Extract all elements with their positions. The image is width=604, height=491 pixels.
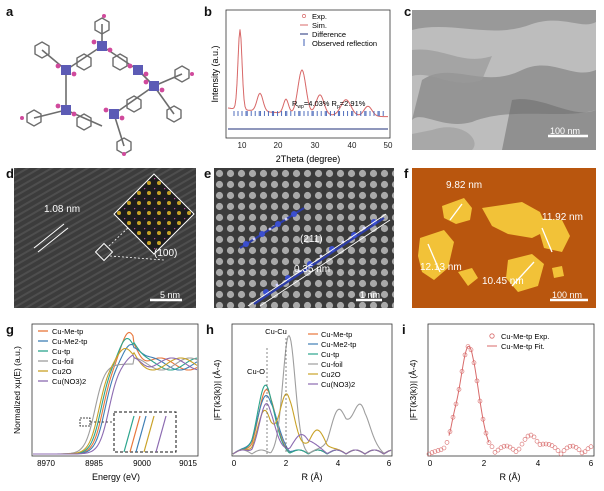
exp-points [426,344,594,457]
xtick: 0 [232,459,237,468]
sim-curve [227,29,388,118]
panel-g-xanes-chart: Cu-Me-tp Cu-Me2-tp Cu-tp Cu-foil Cu2O Cu… [6,320,202,486]
legend-item: Cu-foil [321,360,343,369]
xtick: 9015 [179,459,197,468]
legend-item: Cu(NO3)2 [52,377,86,386]
annotation-cu-cu: Cu-Cu [265,327,287,336]
lattice-plane: (100) [154,248,178,259]
xtick: 2 [482,459,487,468]
panel-b-pxrd-chart: Exp. Sim. Difference Observed reflection… [204,8,394,166]
xtick: 8985 [85,459,103,468]
y-axis-label: |FT(k3(k))| (Å-4) [408,360,418,421]
lattice-spacing: 1.08 nm [44,204,81,215]
x-axis-label: R (Å) [500,472,521,482]
panel-e-atomic-image: (211) 0.35 nm 1 nm [214,168,394,308]
xtick-50: 50 [384,141,393,150]
legend: Exp. Sim. Difference Observed reflection [300,12,377,48]
panel-d-hrtem-image: 1.08 nm (100) 5 nm [14,168,196,308]
ft-curves [232,334,392,455]
legend: Cu-Me-tp Cu-Me2-tp Cu-tp Cu-foil Cu2O Cu… [38,327,87,386]
legend-difference: Difference [312,30,346,39]
y-axis-label: Normalized xμ(E) (a.u.) [12,346,22,434]
selected-region [94,242,114,262]
panel-letter-f: f [404,166,409,181]
legend-item: Cu-Me-tp [52,327,83,336]
legend-sim: Sim. [312,21,327,30]
panel-letter-i: i [402,322,406,337]
legend-exp: Exp. [312,12,327,21]
panel-i-fit-chart: Cu-Me-tp Exp. Cu-Me-tp Fit. 0 2 4 6 R (Å… [402,320,598,486]
panel-letter-h: h [206,322,214,337]
height-label-2: 11.92 nm [542,212,583,223]
legend-item: Cu-Me2-tp [321,340,356,349]
scale-label: 5 nm [160,290,181,300]
panel-f-afm-image: 9.82 nm 11.92 nm 12.13 nm 10.45 nm 100 n… [412,168,596,308]
xtick: 2 [284,459,289,468]
legend-observed: Observed reflection [312,39,377,48]
height-label-4: 10.45 nm [482,276,524,287]
panel-letter-d: d [6,166,14,181]
lattice-spacing: 0.35 nm [294,264,331,275]
panel-letter-e: e [204,166,212,181]
annotation-cu-o: Cu-O [247,367,265,376]
panel-a-structure [14,14,194,156]
y-axis-label: |FT(k3(k))| (Å-4) [212,360,222,421]
legend-item: Cu2O [321,370,341,379]
legend-item: Cu2O [52,367,72,376]
structure-inset [113,173,195,255]
r-factors: Rwp=4.03% Rp=2.91% [292,99,366,110]
xtick: 4 [336,459,341,468]
panel-h-exafs-chart: Cu-Cu Cu-O Cu-Me-tp Cu-Me2-tp Cu-tp Cu-f… [206,320,396,486]
panel-letter-b: b [204,4,212,19]
legend-item: Cu-Me-tp [321,330,352,339]
fit-curve [448,345,490,443]
x-axis-label: R (Å) [302,472,323,482]
xtick: 0 [428,459,433,468]
y-axis-label: Intensity (a.u.) [210,45,220,102]
xtick-40: 40 [348,141,357,150]
lattice-plane: (211) [300,234,323,245]
legend-item: Cu-Me2-tp [52,337,87,346]
height-label-1: 9.82 nm [446,180,483,191]
xtick: 6 [387,459,392,468]
panel-letter-c: c [404,4,412,19]
xtick-30: 30 [311,141,320,150]
xtick: 8970 [37,459,55,468]
legend-fit: Cu-Me-tp Fit. [501,342,545,351]
legend-item: Cu-tp [321,350,339,359]
xanes-curves [33,331,198,455]
xtick: 9000 [133,459,151,468]
scale-label: 1 nm [360,290,381,300]
legend: Cu-Me-tp Exp. Cu-Me-tp Fit. [487,332,549,351]
panel-c-tem-image: 100 nm [412,10,596,150]
legend-item: Cu-foil [52,357,74,366]
panel-letter-g: g [6,322,14,337]
scale-label: 100 nm [550,126,581,136]
scale-label: 100 nm [552,290,583,300]
xtick-20: 20 [274,141,283,150]
panel-letter-a: a [6,4,14,19]
legend-exp: Cu-Me-tp Exp. [501,332,549,341]
legend-item: Cu(NO3)2 [321,380,355,389]
xtick: 4 [536,459,541,468]
x-axis-label: 2Theta (degree) [276,154,341,164]
xtick-10: 10 [238,141,247,150]
legend-item: Cu-tp [52,347,70,356]
height-label-3: 12.13 nm [420,262,462,273]
plot-frame [225,9,391,139]
legend: Cu-Me-tp Cu-Me2-tp Cu-tp Cu-foil Cu2O Cu… [308,330,356,389]
framework-structure-illustration [20,14,194,156]
observed-reflection-ticks [233,111,384,116]
x-axis-label: Energy (eV) [92,472,140,482]
xtick: 6 [589,459,594,468]
